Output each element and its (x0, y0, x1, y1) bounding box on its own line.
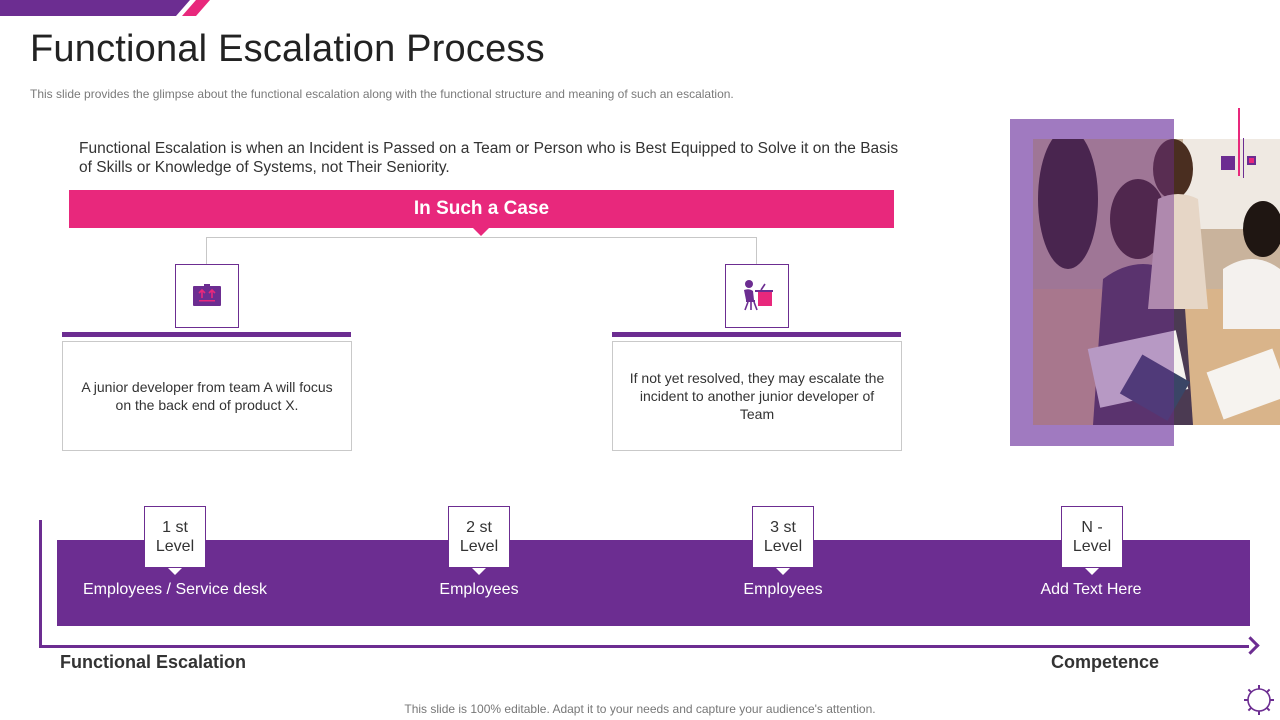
escalation-axis-vertical (39, 520, 42, 648)
briefcase-icon (193, 284, 221, 306)
level-label: Add Text Here (1040, 581, 1142, 598)
axis-arrowhead-icon (1241, 636, 1260, 655)
gear-icon (1244, 685, 1274, 715)
level-pointer (472, 568, 486, 575)
level-badge: N - Level (1061, 506, 1123, 568)
decor-square (1221, 156, 1235, 170)
level-badge: 2 st Level (448, 506, 510, 568)
level-badge-text: 2 st Level (459, 519, 499, 555)
briefcase-icon-box (175, 264, 239, 328)
decor-line (1243, 138, 1244, 178)
connector-line (206, 237, 757, 265)
level-pointer (1085, 568, 1099, 575)
escalation-band (57, 540, 1250, 626)
developer-at-desk-icon (744, 280, 773, 311)
top-accent-bar (0, 0, 210, 16)
developer-icon-box (725, 264, 789, 328)
level-badge-text: 3 st Level (763, 519, 803, 555)
decor-square (1247, 156, 1256, 165)
case-banner-label: In Such a Case (413, 198, 550, 219)
card-1-accent (62, 332, 351, 337)
card-2: If not yet resolved, they may escalate t… (612, 341, 902, 451)
level-badge: 1 st Level (144, 506, 206, 568)
level-badge: 3 st Level (752, 506, 814, 568)
case-banner-pointer (472, 227, 490, 236)
page-subtitle: This slide provides the glimpse about th… (30, 87, 734, 101)
level-pointer (168, 568, 182, 575)
definition-text: Functional Escalation is when an Inciden… (79, 140, 899, 176)
level-badge-text: N - Level (1072, 519, 1112, 555)
footer-note: This slide is 100% editable. Adapt it to… (404, 702, 876, 716)
level-badge-text: 1 st Level (155, 519, 195, 555)
card-2-text: If not yet resolved, they may escalate t… (629, 370, 885, 422)
case-banner: In Such a Case (69, 190, 894, 228)
decor-line (1238, 108, 1240, 176)
axis-label-right: Competence (1051, 652, 1160, 672)
axis-label-left: Functional Escalation (60, 652, 247, 672)
team-meeting-photo (1033, 139, 1280, 425)
level-pointer (776, 568, 790, 575)
card-1: A junior developer from team A will focu… (62, 341, 352, 451)
page-title: Functional Escalation Process (30, 28, 545, 70)
level-label: Employees (439, 581, 519, 598)
card-2-accent (612, 332, 901, 337)
card-1-text: A junior developer from team A will focu… (81, 379, 333, 413)
level-label: Employees / Service desk (82, 581, 268, 598)
escalation-axis-horizontal (39, 645, 1249, 648)
level-label: Employees (743, 581, 823, 598)
